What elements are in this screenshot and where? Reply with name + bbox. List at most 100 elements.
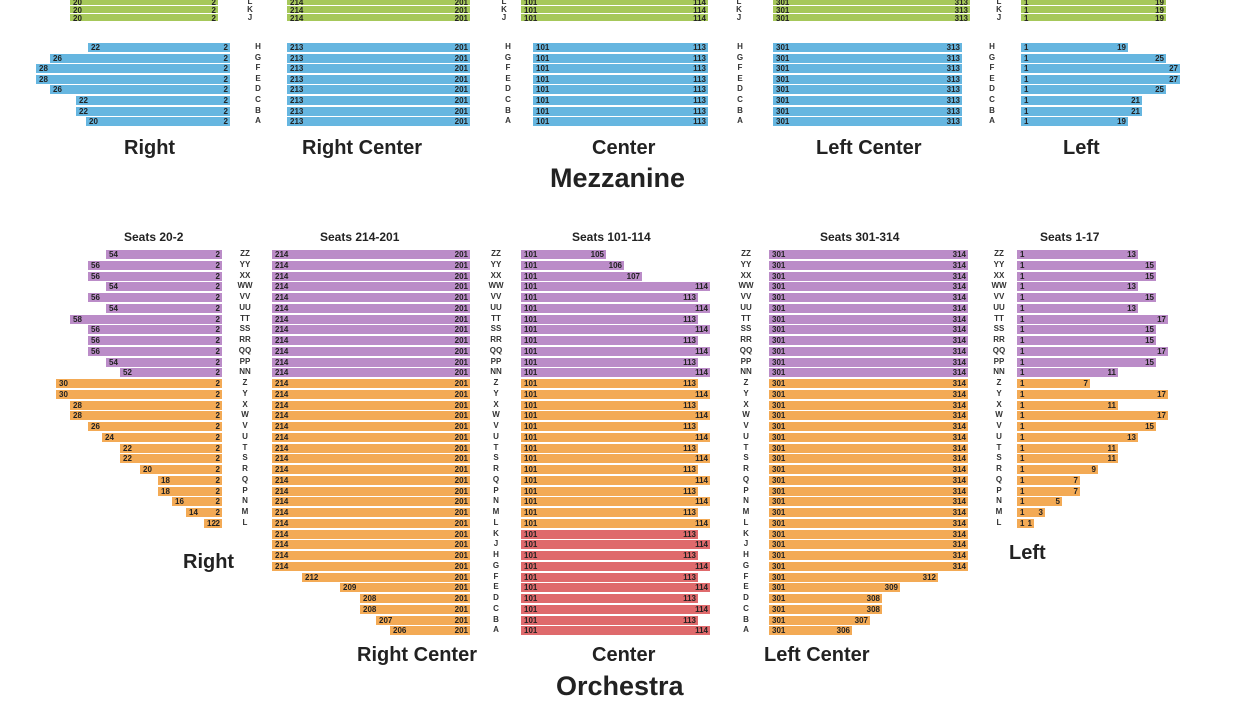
orch-left-row[interactable]: 1 11 [1017, 443, 1118, 453]
orch-right-center-row[interactable]: 208 201 [360, 594, 470, 604]
mezz-right-center-row[interactable]: 213 201 [287, 64, 470, 74]
orch-right-row[interactable]: 16 2 [172, 497, 222, 507]
orch-right-row[interactable]: 24 2 [102, 432, 222, 442]
orch-left-center-row[interactable]: 301 309 [769, 583, 900, 593]
orch-left-center-row[interactable]: 301 308 [769, 604, 882, 614]
orch-left-row[interactable]: 1 11 [1017, 454, 1118, 464]
orch-left-center-row[interactable]: 301 314 [769, 443, 968, 453]
orch-right-row[interactable]: 54 2 [106, 303, 222, 313]
orch-center-row[interactable]: 101 114 [521, 475, 710, 485]
mezz-green-row[interactable]: 20 2 [70, 0, 218, 7]
orch-right-center-row[interactable]: 214 201 [272, 486, 470, 496]
orch-left-row[interactable]: 1 15 [1017, 336, 1156, 346]
orch-left-row[interactable]: 1 13 [1017, 303, 1138, 313]
orch-right-row[interactable]: 28 2 [70, 411, 222, 421]
orch-center-row[interactable]: 101 113 [521, 508, 698, 518]
orch-left-center-row[interactable]: 301 306 [769, 626, 852, 636]
mezz-green-row[interactable]: 20 2 [70, 6, 218, 15]
mezz-green-row[interactable]: 1 19 [1021, 6, 1166, 15]
orch-left-row[interactable]: 1 13 [1017, 282, 1138, 292]
mezz-left-center-row[interactable]: 301 313 [773, 106, 962, 116]
mezz-green-row[interactable]: 214 201 [287, 0, 470, 7]
mezz-green-row[interactable]: 20 2 [70, 14, 218, 23]
mezz-left-center-row[interactable]: 301 313 [773, 74, 962, 84]
orch-left-center-row[interactable]: 301 314 [769, 540, 968, 550]
orch-center-row[interactable]: 101 113 [521, 379, 698, 389]
mezz-center-row[interactable]: 101 113 [533, 106, 708, 116]
orch-left-center-row[interactable]: 301 314 [769, 357, 968, 367]
orch-left-center-row[interactable]: 301 314 [769, 508, 968, 518]
mezz-green-row[interactable]: 101 114 [521, 14, 708, 23]
orch-center-row[interactable]: 101 114 [521, 454, 710, 464]
orch-right-row[interactable]: 52 2 [120, 368, 222, 378]
mezz-right-row[interactable]: 28 2 [36, 74, 230, 84]
orch-center-row[interactable]: 101 113 [521, 551, 698, 561]
orch-right-row[interactable]: 54 2 [106, 357, 222, 367]
orch-right-center-row[interactable]: 214 201 [272, 314, 470, 324]
orch-right-row[interactable]: 20 2 [140, 465, 222, 475]
orch-right-center-row[interactable]: 214 201 [272, 508, 470, 518]
orch-right-center-row[interactable]: 214 201 [272, 422, 470, 432]
orch-right-center-row[interactable]: 214 201 [272, 400, 470, 410]
mezz-left-center-row[interactable]: 301 313 [773, 64, 962, 74]
orch-left-center-row[interactable]: 301 314 [769, 518, 968, 528]
orch-left-center-row[interactable]: 301 307 [769, 615, 870, 625]
orch-center-row[interactable]: 101 113 [521, 422, 698, 432]
orch-center-row[interactable]: 101 113 [521, 400, 698, 410]
orch-right-center-row[interactable]: 214 201 [272, 518, 470, 528]
orch-left-center-row[interactable]: 301 314 [769, 486, 968, 496]
mezz-left-row[interactable]: 1 21 [1021, 106, 1142, 116]
orch-left-row[interactable]: 1 17 [1017, 346, 1168, 356]
mezz-green-row[interactable]: 101 114 [521, 0, 708, 7]
mezz-left-center-row[interactable]: 301 313 [773, 117, 962, 127]
mezz-green-row[interactable]: 301 313 [773, 0, 970, 7]
mezz-right-row[interactable]: 26 2 [50, 85, 230, 95]
mezz-center-row[interactable]: 101 113 [533, 117, 708, 127]
mezz-center-row[interactable]: 101 113 [533, 43, 708, 52]
orch-left-center-row[interactable]: 301 314 [769, 293, 968, 303]
mezz-center-row[interactable]: 101 113 [533, 74, 708, 84]
mezz-green-row[interactable]: 301 313 [773, 6, 970, 15]
orch-center-row[interactable]: 101 113 [521, 443, 698, 453]
orch-left-row[interactable]: 1 13 [1017, 250, 1138, 260]
mezz-right-row[interactable]: 22 2 [76, 96, 230, 105]
orch-center-row[interactable]: 101 113 [521, 572, 698, 582]
mezz-left-row[interactable]: 1 21 [1021, 96, 1142, 105]
orch-center-row[interactable]: 101 113 [521, 357, 698, 367]
orch-right-row[interactable]: 54 2 [106, 282, 222, 292]
mezz-left-row[interactable]: 1 25 [1021, 85, 1166, 95]
orch-right-row[interactable]: 28 2 [70, 400, 222, 410]
orch-center-row[interactable]: 101 107 [521, 271, 642, 281]
mezz-left-center-row[interactable]: 301 313 [773, 85, 962, 95]
orch-left-center-row[interactable]: 301 308 [769, 594, 882, 604]
orch-right-center-row[interactable]: 214 201 [272, 368, 470, 378]
orch-right-center-row[interactable]: 214 201 [272, 325, 470, 335]
orch-right-row[interactable]: 58 2 [70, 314, 222, 324]
mezz-green-row[interactable]: 214 201 [287, 14, 470, 23]
orch-right-row[interactable]: 30 2 [56, 389, 222, 399]
orch-center-row[interactable]: 101 113 [521, 314, 698, 324]
mezz-right-row[interactable]: 20 2 [86, 117, 230, 127]
orch-right-center-row[interactable]: 214 201 [272, 443, 470, 453]
orch-right-row[interactable]: 56 2 [88, 336, 222, 346]
mezz-right-center-row[interactable]: 213 201 [287, 53, 470, 63]
orch-left-center-row[interactable]: 301 314 [769, 422, 968, 432]
orch-left-center-row[interactable]: 301 314 [769, 282, 968, 292]
orch-center-row[interactable]: 101 114 [521, 583, 710, 593]
mezz-green-row[interactable]: 1 19 [1021, 0, 1166, 7]
orch-right-center-row[interactable]: 214 201 [272, 282, 470, 292]
orch-center-row[interactable]: 101 114 [521, 411, 710, 421]
orch-right-center-row[interactable]: 214 201 [272, 379, 470, 389]
mezz-center-row[interactable]: 101 113 [533, 96, 708, 105]
orch-left-center-row[interactable]: 301 314 [769, 346, 968, 356]
orch-left-center-row[interactable]: 301 314 [769, 529, 968, 539]
mezz-left-center-row[interactable]: 301 313 [773, 43, 962, 52]
mezz-right-center-row[interactable]: 213 201 [287, 106, 470, 116]
orch-center-row[interactable]: 101 114 [521, 389, 710, 399]
orch-center-row[interactable]: 101 114 [521, 540, 710, 550]
orch-left-center-row[interactable]: 301 314 [769, 271, 968, 281]
orch-left-row[interactable]: 1 15 [1017, 357, 1156, 367]
